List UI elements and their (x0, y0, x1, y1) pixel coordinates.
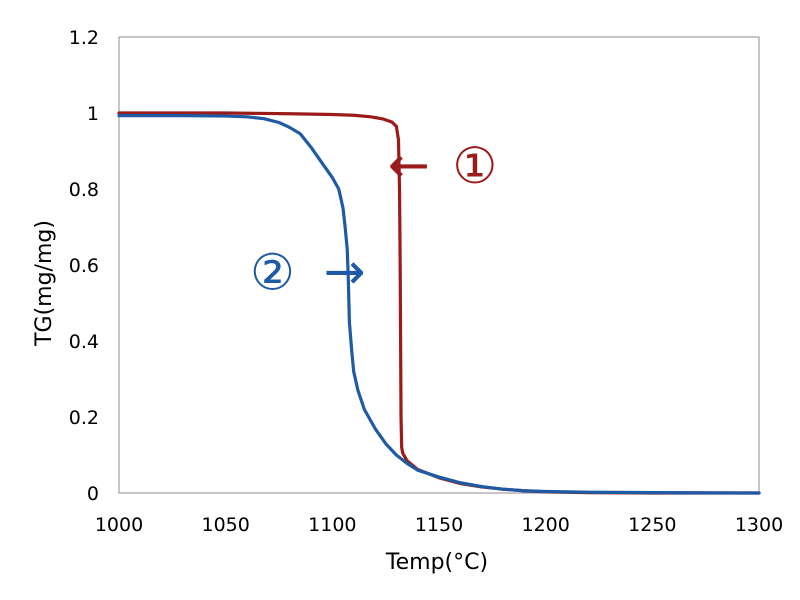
y-tick-label: 0.8 (69, 179, 99, 201)
plot-area-frame (118, 36, 760, 494)
annotation-arrow-2: → (324, 243, 366, 301)
annotations: ← ① → ② (250, 136, 497, 301)
y-axis-title: TG(mg/mg) (32, 220, 57, 347)
series-line-1 (117, 111, 761, 495)
data-series (117, 111, 761, 495)
annotation-label-2: ② (250, 244, 295, 302)
x-tick-label: 1200 (521, 514, 569, 536)
x-tick-label: 1150 (415, 514, 463, 536)
series-line-2 (117, 114, 761, 495)
y-tick-label: 1.2 (69, 27, 99, 49)
x-axis-title: Temp(°C) (385, 550, 488, 575)
x-axis-ticks: 1000 1050 1100 1150 1200 1250 1300 (95, 514, 783, 536)
x-tick-label: 1050 (201, 514, 249, 536)
annotation-arrow-1: ← (388, 136, 430, 194)
y-tick-label: 1 (87, 103, 99, 125)
annotation-label-1: ① (452, 137, 497, 195)
y-tick-label: 0.6 (69, 255, 99, 277)
y-tick-label: 0.4 (69, 331, 99, 353)
y-tick-label: 0 (87, 483, 99, 505)
y-tick-label: 0.2 (69, 407, 99, 429)
x-tick-label: 1250 (628, 514, 676, 536)
x-tick-label: 1000 (95, 514, 143, 536)
x-tick-label: 1300 (735, 514, 783, 536)
x-tick-label: 1100 (308, 514, 356, 536)
y-axis-ticks: 0 0.2 0.4 0.6 0.8 1 1.2 (69, 27, 99, 505)
